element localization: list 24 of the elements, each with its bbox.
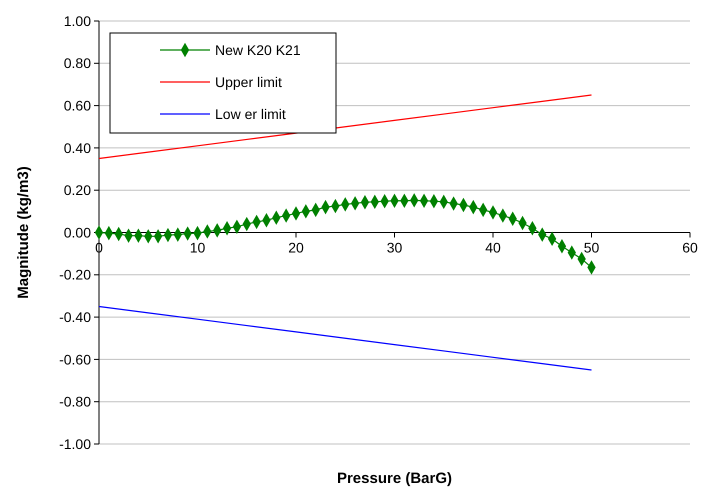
y-tick-label: 0.80 [64,55,92,72]
y-tick-label: -0.40 [59,309,92,325]
line-series [98,306,592,371]
y-tick-label: -0.20 [59,266,92,283]
x-tick-label: 50 [584,240,600,256]
y-tick-label: -0.80 [59,394,92,410]
x-tick-label: 20 [288,240,304,256]
x-tick-label: 60 [682,240,698,256]
legend-label: New K20 K21 [215,42,301,58]
y-tick-label: 0.60 [64,98,92,114]
y-tick-label: 1.00 [64,12,92,29]
legend-label: Upper limit [215,74,282,90]
y-tick-label: -1.00 [59,436,92,452]
x-axis-title: Pressure (BarG) [336,470,452,487]
x-tick-label: 40 [485,240,501,256]
y-tick-label: -0.60 [59,351,92,368]
x-tick-label: 30 [386,240,402,256]
y-axis-title: Magnitude (kg/m3) [15,166,32,299]
legend-label: Low er limit [215,106,286,122]
y-tick-label: 0.20 [64,182,92,198]
y-tick-label: 0.40 [64,140,92,156]
x-tick-label: 10 [190,240,206,256]
y-tick-label: 0.00 [64,224,92,240]
line-series [98,94,592,160]
